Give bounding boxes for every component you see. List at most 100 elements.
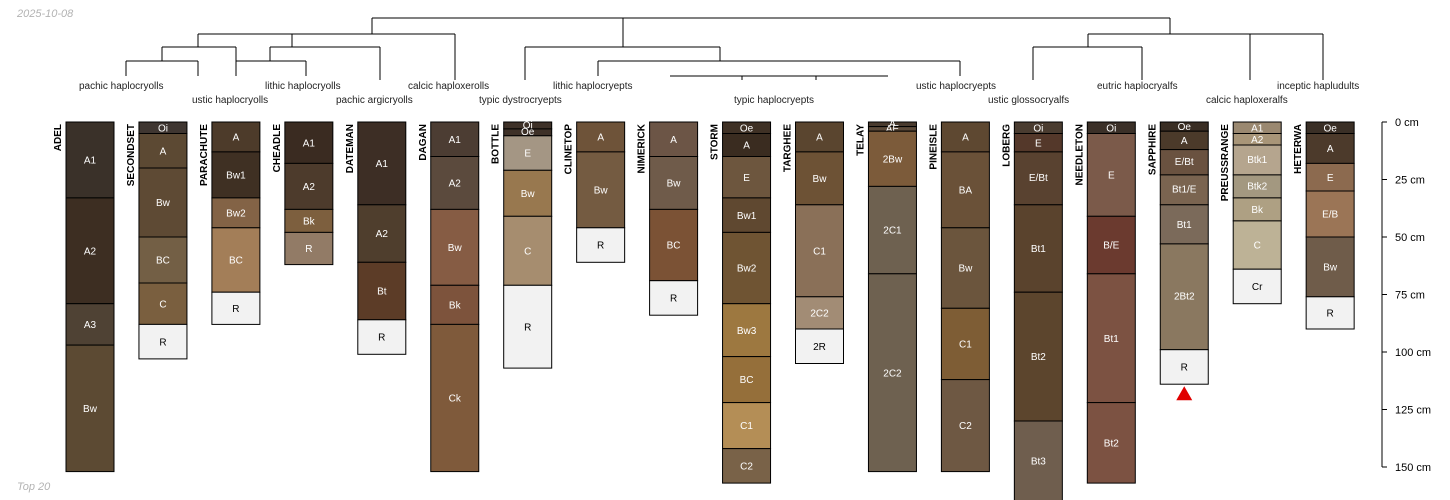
horizon-label: A2	[449, 179, 462, 190]
subgroup-label: lithic haplocryolls	[265, 81, 341, 92]
dendrogram: pachic haplocryolls ustic haplocryolls l…	[79, 17, 1359, 106]
horizon-block	[430, 323, 480, 473]
profile-name: ADEL	[53, 124, 64, 151]
horizon-block	[649, 156, 699, 210]
horizon-label: Bw	[1323, 263, 1338, 274]
depth-tick-label: 0 cm	[1395, 117, 1419, 129]
horizon-label: A	[1181, 136, 1188, 147]
horizon-label: A2	[84, 246, 97, 257]
horizon-label: Bw1	[737, 211, 757, 222]
depth-tick-label: 125 cm	[1395, 405, 1431, 417]
profile-name: DATEMAN	[345, 124, 356, 173]
horizon-label: A2	[303, 182, 316, 193]
horizon-label: C1	[740, 421, 753, 432]
horizon-label: A1	[376, 159, 389, 170]
horizon-label: Bt	[377, 287, 387, 298]
taxonomic-subgroup-labels: pachic haplocryolls ustic haplocryolls l…	[79, 81, 1359, 106]
horizon-block	[795, 204, 844, 298]
horizon-block	[576, 227, 626, 263]
profile-name: TARGHEE	[783, 124, 794, 172]
horizon-label: Oe	[740, 123, 754, 134]
horizon-block	[357, 319, 407, 355]
soil-profile: Oi E B/E Bt1 Bt2 NEEDLETON	[1074, 121, 1136, 484]
horizon-label: 2R	[813, 342, 826, 353]
horizon-label: Bt2	[1031, 352, 1046, 363]
depth-tick-label: 100 cm	[1395, 347, 1431, 359]
horizon-block	[649, 280, 699, 316]
depth-axis: 0 cm 25 cm 50 cm 75 cm 100 cm 125 cm 150 cm	[1381, 117, 1431, 474]
horizon-label: C2	[959, 421, 972, 432]
horizon-label: Oi	[523, 120, 533, 131]
horizon-label: A	[160, 146, 167, 157]
horizon-block	[1305, 296, 1355, 330]
soil-profile: AAE 2Bw 2C1 2C2 TELAY	[855, 119, 917, 473]
horizon-block	[722, 231, 772, 305]
horizon-label: C2	[740, 461, 753, 472]
horizon-label: Bt2	[1104, 438, 1119, 449]
horizon-label: C1	[813, 246, 826, 257]
horizon-block	[722, 156, 772, 199]
soil-profile: A Bw R CLINETOP	[564, 121, 626, 263]
horizon-label: 2Bw	[883, 154, 903, 165]
horizon-block	[649, 208, 699, 282]
horizon-block	[722, 448, 772, 484]
subgroup-label: ustic glossocryalfs	[988, 95, 1069, 106]
soil-profile: A Bw C1 2C2 2R TARGHEE	[783, 121, 844, 364]
profile-name: HETERWA	[1293, 124, 1304, 174]
horizon-label: E	[743, 173, 750, 184]
profile-name: PREUSSRANGE	[1220, 124, 1231, 202]
horizon-label: Oe	[521, 127, 535, 138]
horizon-block	[503, 169, 553, 217]
horizon-label: R	[232, 304, 239, 315]
horizon-label: R	[1181, 363, 1188, 374]
horizon-block	[138, 323, 188, 360]
horizon-label: Cr	[1252, 282, 1263, 293]
soil-profile: A1 A2 Bk R CHEADLE	[272, 121, 334, 266]
horizon-label: A	[889, 119, 896, 130]
horizon-block	[1013, 151, 1063, 206]
depth-tick-label: 50 cm	[1395, 232, 1425, 244]
horizon-label: R	[524, 322, 531, 333]
horizon-block	[1305, 133, 1355, 164]
horizon-block	[1159, 204, 1209, 245]
horizon-block	[138, 282, 188, 325]
depth-tick-label: 25 cm	[1395, 175, 1425, 187]
horizon-block	[1305, 236, 1355, 298]
horizon-block	[940, 227, 990, 309]
soil-profile: Oe A E/Bt Bt1/E Bt1 2Bt2 R SAPPHIRE	[1147, 121, 1209, 385]
horizon-label: Btk2	[1247, 181, 1267, 192]
horizon-block	[940, 307, 990, 381]
horizon-label: 2C2	[883, 368, 902, 379]
horizon-label: R	[597, 241, 604, 252]
soil-profile: A1 A2 Bw Bk Ck DAGAN	[418, 121, 480, 473]
profile-name: SECONDSET	[126, 124, 137, 186]
horizon-label: 2C2	[810, 309, 829, 320]
horizon-label: Bw	[156, 198, 171, 209]
soil-profile: Oi A Bw BC C R SECONDSET	[126, 121, 188, 360]
subgroup-label: calcic haploxerolls	[408, 81, 489, 92]
horizon-label: C1	[959, 340, 972, 351]
horizon-block	[795, 121, 844, 153]
horizon-block	[940, 151, 990, 229]
profile-name: CHEADLE	[272, 124, 283, 173]
horizon-block	[1159, 243, 1209, 351]
horizon-block	[211, 197, 261, 229]
horizon-block	[211, 227, 261, 293]
horizon-label: Bt1/E	[1172, 185, 1197, 196]
subgroup-label: ustic haplocryepts	[916, 81, 996, 92]
horizon-label: C	[1254, 241, 1261, 252]
horizon-label: Bt1	[1177, 220, 1192, 231]
horizon-label: C	[524, 246, 531, 257]
horizon-label: Bw	[594, 185, 609, 196]
subgroup-label: pachic haplocryolls	[79, 81, 164, 92]
soil-profile: A1 A2 Bt R DATEMAN	[345, 121, 407, 355]
horizon-block	[1086, 273, 1136, 404]
horizon-label: R	[305, 244, 312, 255]
horizon-block	[940, 379, 990, 473]
horizon-block	[722, 303, 772, 358]
horizon-label: BA	[959, 185, 973, 196]
horizon-label: E/B	[1322, 210, 1338, 221]
